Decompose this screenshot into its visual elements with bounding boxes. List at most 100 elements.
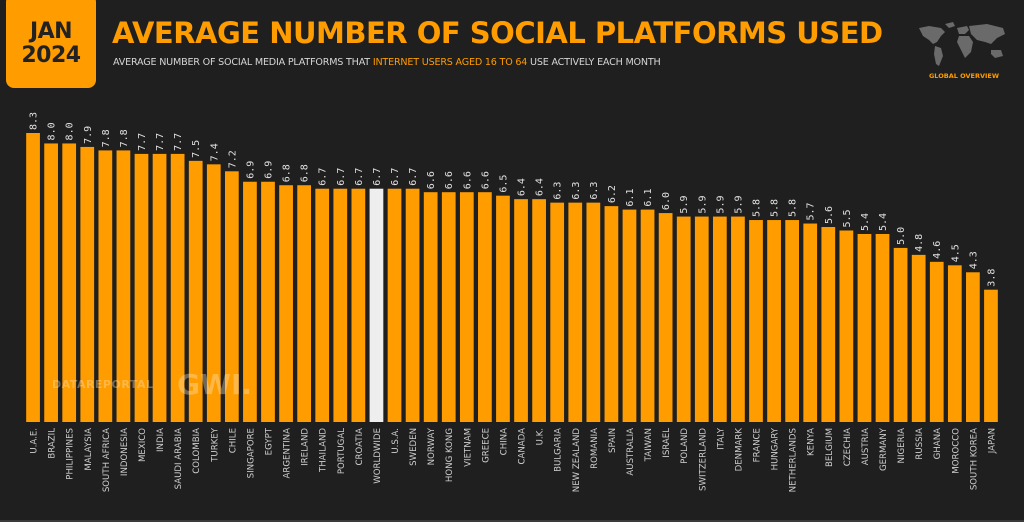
world-map-icon <box>919 22 1005 66</box>
value-label: 7.8 <box>101 129 112 147</box>
subtitle-highlight: INTERNET USERS AGED 16 TO 64 <box>372 57 528 68</box>
value-label: 6.3 <box>589 182 600 200</box>
value-label: 4.6 <box>932 241 943 259</box>
bar-switzerland <box>694 216 709 422</box>
value-label: 4.3 <box>968 251 979 269</box>
value-label: 7.2 <box>227 150 238 168</box>
category-label: ARGENTINA <box>283 428 293 479</box>
category-label: U.A.E. <box>30 428 40 454</box>
chart-title: AVERAGE NUMBER OF SOCIAL PLATFORMS USED <box>112 16 883 50</box>
bar-czechia <box>839 230 854 422</box>
value-label: 7.7 <box>137 133 148 151</box>
value-label: 6.3 <box>553 182 564 200</box>
watermark-datareportal: DATAREPORTAL <box>52 378 154 391</box>
bar-brazil <box>44 143 58 422</box>
category-label: NORWAY <box>427 427 437 465</box>
bar-malaysia <box>80 146 95 422</box>
bar-hong-kong <box>441 192 456 422</box>
value-label: 6.7 <box>390 168 401 186</box>
bar-u-s-a <box>387 188 402 422</box>
bar-india <box>152 153 167 422</box>
category-label: COLOMBIA <box>192 428 202 474</box>
category-label: NIGERIA <box>897 428 907 464</box>
category-label: CROATIA <box>355 428 365 466</box>
value-label: 7.7 <box>173 133 184 151</box>
bar-france <box>749 220 763 422</box>
bar-ghana <box>929 261 944 422</box>
bar-mexico <box>134 153 149 422</box>
category-label: AUSTRALIA <box>626 428 636 476</box>
value-label: 5.5 <box>842 209 853 227</box>
category-label: JAPAN <box>987 428 997 454</box>
value-label: 5.0 <box>896 227 907 245</box>
value-label: 6.7 <box>372 168 383 186</box>
bar-turkey <box>206 164 221 422</box>
category-label: WORLDWIDE <box>373 428 383 484</box>
value-label: 5.9 <box>715 196 726 214</box>
bar-egypt <box>261 181 275 422</box>
category-label: KENYA <box>807 428 817 456</box>
value-label: 6.7 <box>354 168 365 186</box>
category-label: NETHERLANDS <box>789 428 799 492</box>
value-label: 6.7 <box>336 168 347 186</box>
category-label: TAIWAN <box>644 428 654 462</box>
value-label: 7.7 <box>155 133 166 151</box>
value-label: 8.0 <box>47 122 58 140</box>
value-label: 6.4 <box>517 178 528 196</box>
value-label: 6.3 <box>571 182 582 200</box>
bar-hungary <box>767 220 781 422</box>
bar-thailand <box>315 188 330 422</box>
category-label: POLAND <box>680 428 690 464</box>
value-label: 6.4 <box>535 178 546 196</box>
bar-u-k <box>532 199 546 422</box>
category-label: PHILIPPINES <box>66 428 76 480</box>
bar-south-korea <box>966 272 980 422</box>
category-label: MOROCCO <box>951 428 961 474</box>
value-label: 6.6 <box>444 171 455 189</box>
bar-bulgaria <box>550 202 565 422</box>
value-label: 7.4 <box>209 143 220 161</box>
bar-philippines <box>62 143 77 422</box>
category-label: ISRAEL <box>662 428 672 458</box>
value-label: 6.7 <box>408 168 419 186</box>
category-label: SWEDEN <box>409 428 419 466</box>
value-label: 6.9 <box>245 161 256 179</box>
bar-romania <box>586 202 601 422</box>
bar-netherlands <box>785 220 800 422</box>
category-label: GREECE <box>481 428 491 463</box>
bar-portugal <box>333 188 348 422</box>
bottom-divider <box>0 520 1024 522</box>
category-label: TURKEY <box>210 427 220 463</box>
category-label: RUSSIA <box>915 428 925 460</box>
value-label: 5.4 <box>860 213 871 231</box>
bar-ireland <box>297 185 312 422</box>
bar-belgium <box>821 227 836 422</box>
bar-argentina <box>279 185 293 422</box>
bar-south-africa <box>98 150 113 422</box>
value-label: 8.0 <box>65 122 76 140</box>
date-badge-year: 2024 <box>21 43 81 68</box>
value-label: 6.9 <box>264 161 275 179</box>
category-label: SOUTH KOREA <box>969 428 979 490</box>
category-label: ITALY <box>716 427 726 450</box>
global-overview-caption: GLOBAL OVERVIEW <box>928 72 1000 80</box>
category-label: MEXICO <box>138 428 148 462</box>
value-label: 5.8 <box>770 199 781 217</box>
value-label: 5.8 <box>752 199 763 217</box>
category-label: SAUDI ARABIA <box>174 428 184 489</box>
category-label: IRELAND <box>301 428 311 466</box>
bar-greece <box>478 192 492 422</box>
value-label: 5.6 <box>824 206 835 224</box>
category-label: AUSTRIA <box>861 428 871 465</box>
bar-russia <box>911 254 926 422</box>
value-label: 5.8 <box>788 199 799 217</box>
bar-nigeria <box>893 247 908 422</box>
value-label: 8.3 <box>29 112 40 130</box>
value-label: 6.5 <box>498 175 509 193</box>
date-badge: JAN 2024 <box>6 0 96 88</box>
category-label: CHINA <box>499 428 509 455</box>
value-label: 7.9 <box>83 126 94 144</box>
bar-chile <box>224 171 239 422</box>
category-label: NEW ZEALAND <box>572 428 582 493</box>
